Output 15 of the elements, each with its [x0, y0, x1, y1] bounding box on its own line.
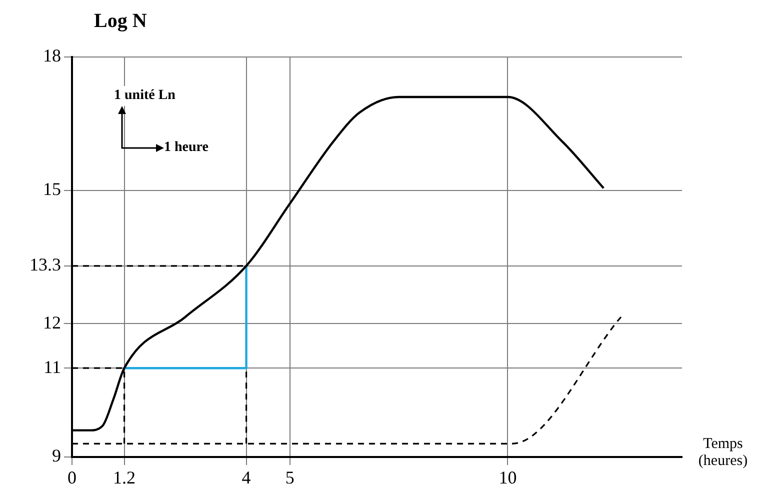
x-axis-title: Temps (heures)	[697, 436, 749, 470]
x-tick-label: 4	[242, 468, 251, 488]
x-tick-label: 1.2	[113, 468, 136, 488]
y-tick-label: 13.3	[30, 254, 61, 275]
y-tick-label: 18	[43, 46, 61, 66]
y-tick-label: 9	[52, 446, 61, 466]
y-tick-label: 11	[44, 356, 61, 377]
x-tick-label: 10	[498, 468, 517, 488]
x-tick-label: 0	[68, 468, 76, 488]
y-tick-label: 15	[43, 179, 61, 200]
x-tick-label: 5	[285, 468, 294, 488]
y-tick-label: 12	[43, 312, 61, 332]
y-axis-title: Log N	[94, 10, 147, 33]
annotation: 1 unité Ln	[108, 86, 182, 106]
annotation: 1 heure	[158, 138, 214, 158]
